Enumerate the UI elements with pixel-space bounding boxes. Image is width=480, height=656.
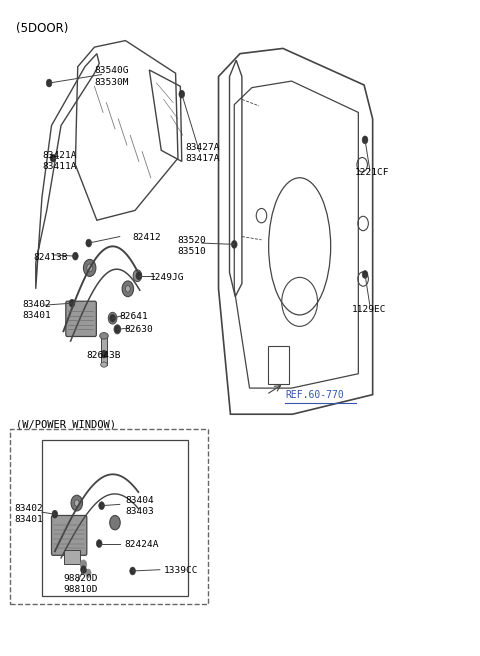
Ellipse shape (101, 362, 108, 367)
Circle shape (99, 502, 105, 510)
Bar (10, 428, 208, 604)
Circle shape (231, 241, 237, 249)
Text: 82630: 82630 (124, 325, 153, 334)
Bar (64, 550, 80, 564)
Text: 82413B: 82413B (34, 253, 68, 262)
Circle shape (74, 500, 79, 506)
Text: 1129EC: 1129EC (352, 305, 387, 314)
Text: (5DOOR): (5DOOR) (16, 22, 68, 35)
Circle shape (85, 569, 91, 577)
Text: 82412: 82412 (132, 234, 161, 242)
Circle shape (96, 540, 102, 548)
Circle shape (133, 270, 142, 281)
Text: 82641: 82641 (120, 312, 148, 321)
Circle shape (110, 516, 120, 530)
Circle shape (110, 314, 116, 322)
Circle shape (114, 325, 120, 334)
Text: 82424A: 82424A (124, 541, 159, 549)
Circle shape (71, 495, 83, 511)
Text: 83402
83401: 83402 83401 (15, 504, 44, 524)
Circle shape (130, 567, 135, 575)
Circle shape (362, 136, 368, 144)
Circle shape (80, 560, 87, 569)
Circle shape (86, 239, 92, 247)
Circle shape (125, 285, 130, 292)
Circle shape (108, 312, 117, 324)
Text: 1249JG: 1249JG (149, 272, 184, 281)
Circle shape (362, 270, 368, 278)
Text: 83402
83401: 83402 83401 (23, 300, 52, 319)
Text: 83421A
83411A: 83421A 83411A (42, 152, 76, 171)
Ellipse shape (100, 333, 108, 339)
Text: 83540G
83530M: 83540G 83530M (95, 66, 129, 87)
Circle shape (50, 154, 56, 162)
Circle shape (81, 565, 86, 573)
Circle shape (46, 79, 52, 87)
Circle shape (122, 281, 133, 297)
Text: 83520
83510: 83520 83510 (177, 236, 206, 256)
Circle shape (84, 259, 96, 276)
Bar (42, 440, 188, 596)
Bar (101, 337, 108, 365)
Text: 82643B: 82643B (86, 351, 121, 360)
Circle shape (72, 252, 78, 260)
Circle shape (69, 299, 75, 307)
Circle shape (52, 510, 58, 518)
FancyBboxPatch shape (66, 301, 96, 337)
Text: 1339CC: 1339CC (164, 567, 198, 575)
Text: REF.60-770: REF.60-770 (285, 390, 344, 400)
Text: (W/POWER WINDOW): (W/POWER WINDOW) (16, 420, 116, 430)
Text: 83427A
83417A: 83427A 83417A (185, 143, 220, 163)
Circle shape (136, 272, 142, 279)
Circle shape (115, 325, 120, 333)
Circle shape (87, 264, 93, 272)
Text: 83404
83403: 83404 83403 (125, 496, 154, 516)
Bar (268, 346, 289, 384)
FancyBboxPatch shape (51, 516, 87, 556)
Circle shape (179, 91, 185, 98)
Text: 98820D
98810D: 98820D 98810D (63, 574, 98, 594)
Circle shape (101, 350, 107, 358)
Text: 1221CF: 1221CF (355, 168, 389, 177)
